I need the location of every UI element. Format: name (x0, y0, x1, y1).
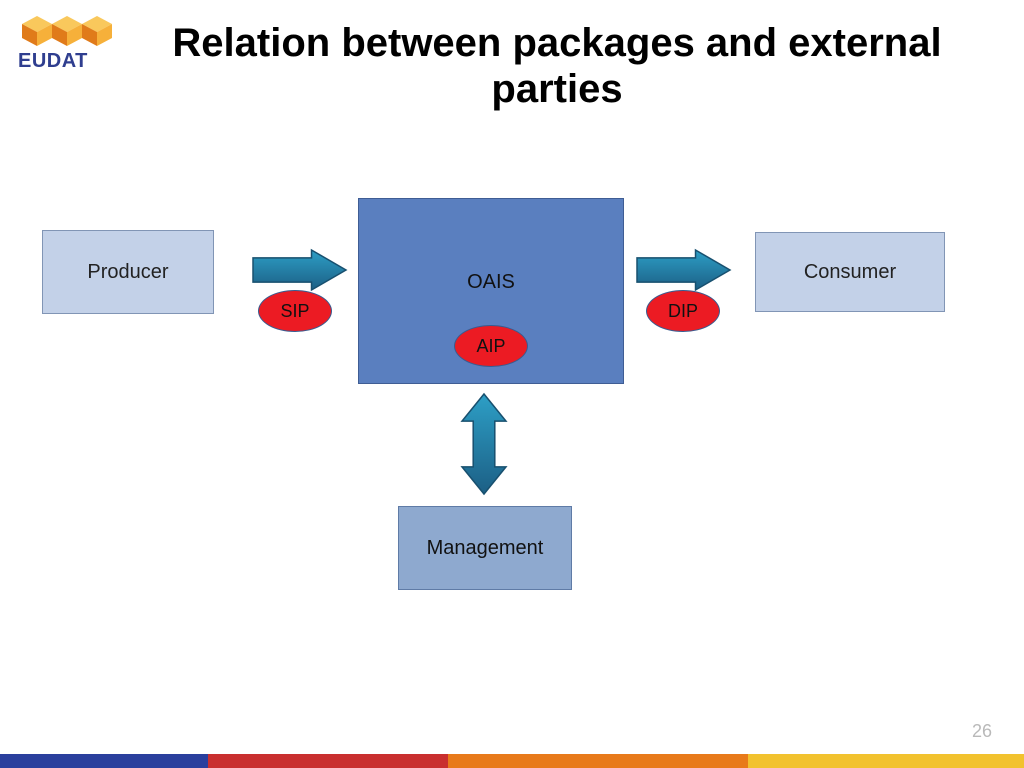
logo-text: EUDAT (18, 50, 116, 73)
aip-ellipse: AIP (454, 325, 528, 367)
arrow-oais-consumer (636, 248, 732, 292)
arrow-oais-management (460, 392, 508, 496)
management-label: Management (427, 537, 544, 560)
dip-ellipse: DIP (646, 290, 720, 332)
management-box: Management (398, 506, 572, 590)
oais-label: OAIS (467, 271, 515, 294)
cube-icon (78, 14, 116, 48)
logo-cubes (18, 14, 116, 48)
producer-box: Producer (42, 230, 214, 314)
dip-label: DIP (668, 301, 698, 322)
consumer-box: Consumer (755, 232, 945, 312)
page-number: 26 (972, 721, 992, 742)
footer-segment (748, 754, 1024, 768)
arrow-producer-oais (252, 248, 348, 292)
producer-label: Producer (87, 261, 168, 284)
slide-title: Relation between packages and external p… (150, 20, 964, 112)
consumer-label: Consumer (804, 261, 896, 284)
footer-segment (208, 754, 448, 768)
aip-label: AIP (476, 336, 505, 357)
diagram: Producer OAIS Consumer Management SIP AI… (0, 190, 1024, 620)
footer-segment (448, 754, 748, 768)
slide: EUDAT Relation between packages and exte… (0, 0, 1024, 768)
footer-segment (0, 754, 208, 768)
footer-stripe (0, 754, 1024, 768)
sip-label: SIP (280, 301, 309, 322)
sip-ellipse: SIP (258, 290, 332, 332)
eudat-logo: EUDAT (18, 14, 116, 73)
